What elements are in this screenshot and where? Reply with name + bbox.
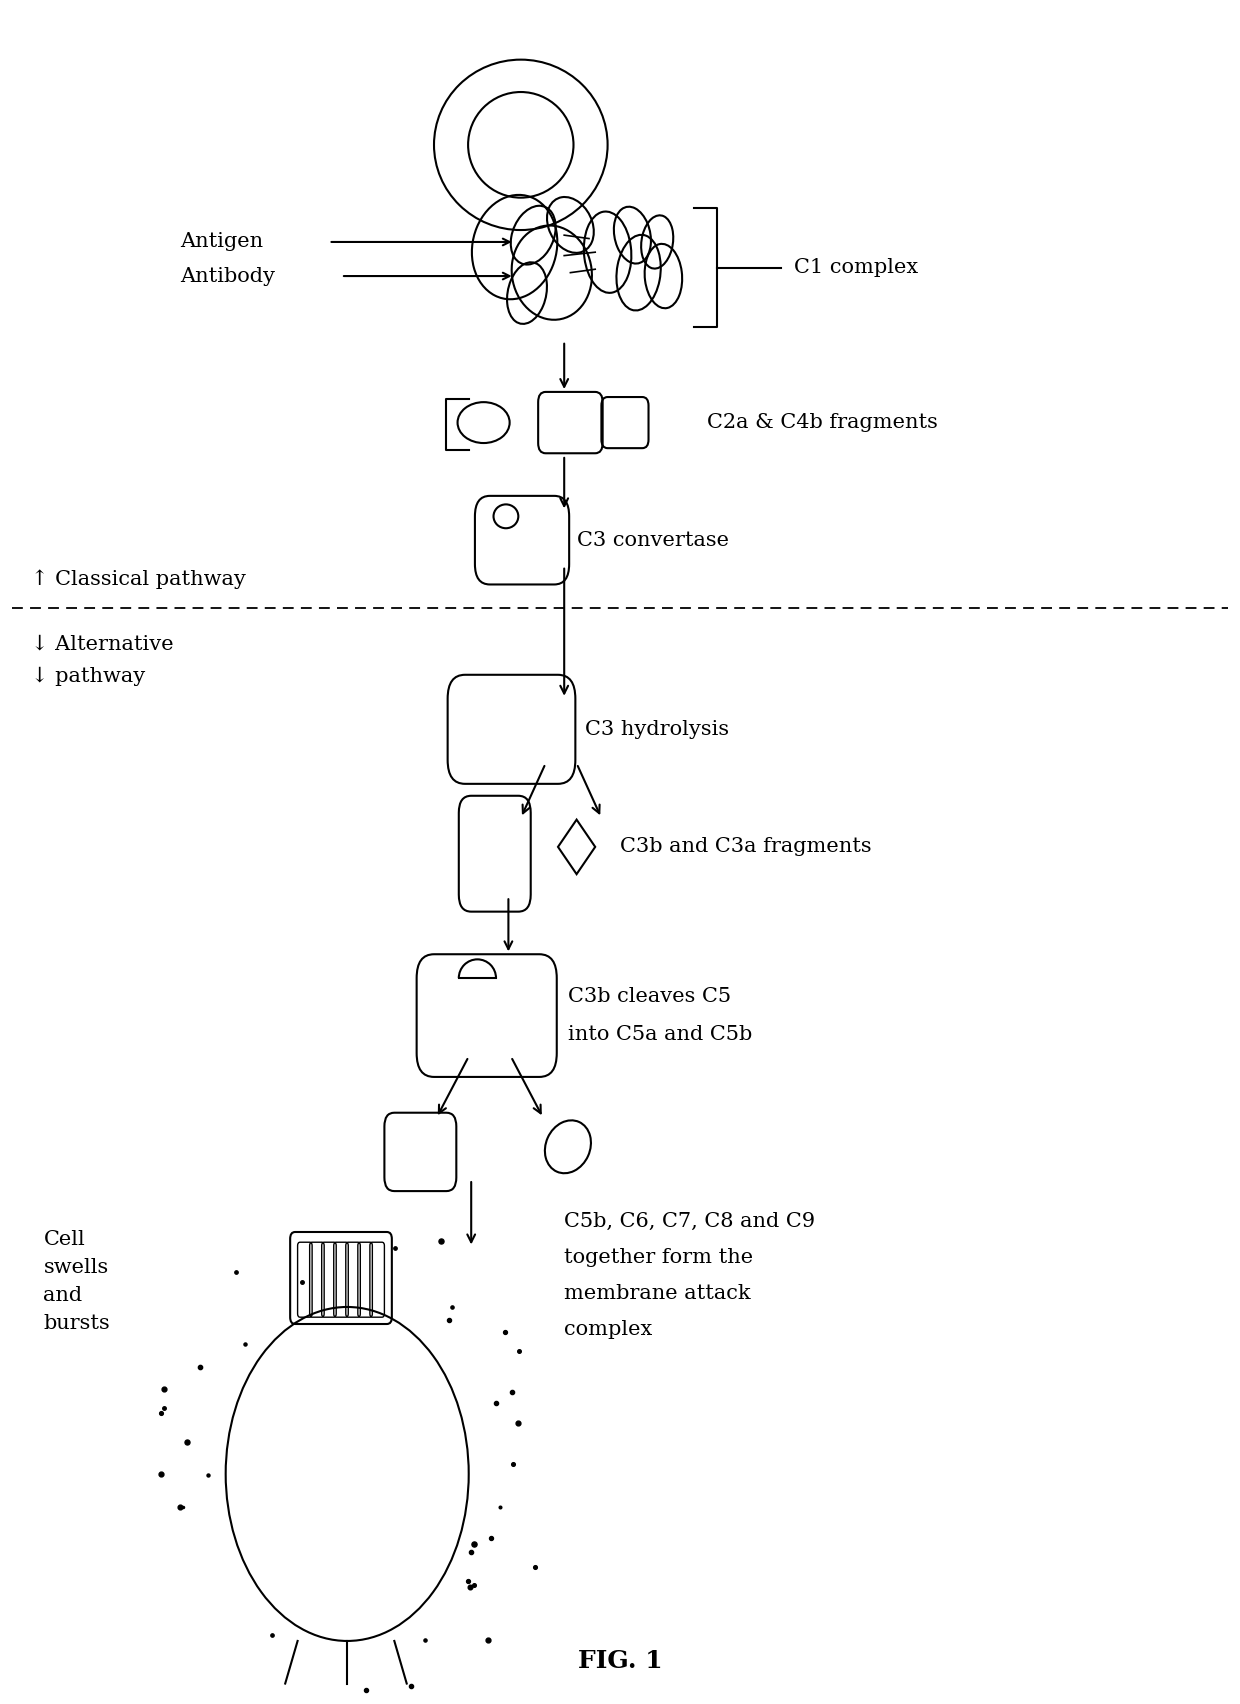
Text: C5b, C6, C7, C8 and C9: C5b, C6, C7, C8 and C9 [564,1212,816,1232]
Text: Antigen: Antigen [180,232,263,252]
Text: C3b cleaves C5: C3b cleaves C5 [568,987,732,1007]
Text: into C5a and C5b: into C5a and C5b [568,1024,753,1045]
Text: ↑ Classical pathway: ↑ Classical pathway [31,569,246,590]
Text: FIG. 1: FIG. 1 [578,1649,662,1673]
Text: Antibody: Antibody [180,266,275,286]
Text: complex: complex [564,1319,652,1339]
Text: ↓ pathway: ↓ pathway [31,666,145,687]
Text: C3 hydrolysis: C3 hydrolysis [585,719,729,740]
Text: C3b and C3a fragments: C3b and C3a fragments [620,837,872,857]
Text: Cell
swells
and
bursts: Cell swells and bursts [43,1230,110,1333]
Text: together form the: together form the [564,1247,754,1268]
Text: C3 convertase: C3 convertase [577,530,729,550]
Text: C1 complex: C1 complex [794,257,918,278]
Text: C2a & C4b fragments: C2a & C4b fragments [707,412,937,433]
Text: ↓ Alternative: ↓ Alternative [31,634,174,654]
Text: membrane attack: membrane attack [564,1283,751,1304]
